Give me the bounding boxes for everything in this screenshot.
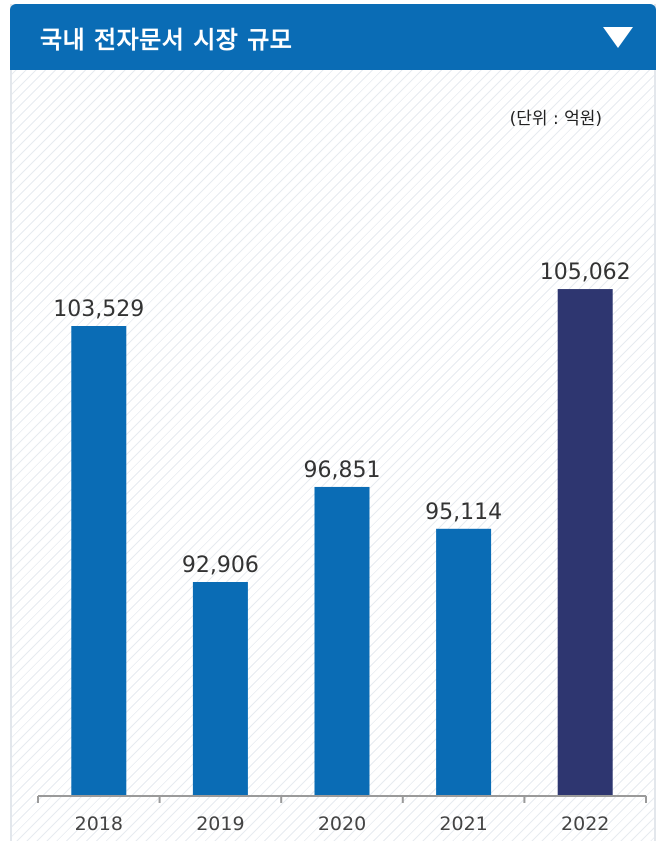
value-label-2020: 96,851: [304, 458, 381, 483]
bar-2019: [192, 582, 248, 796]
x-tick-label-2018: 2018: [75, 813, 123, 835]
x-tick-label-2022: 2022: [561, 813, 609, 835]
value-label-2022: 105,062: [540, 260, 631, 285]
value-label-2018: 103,529: [53, 297, 144, 322]
value-label-2019: 92,906: [182, 553, 259, 578]
page-title: 국내 전자문서 시장 규모: [40, 25, 293, 54]
chart-header: 국내 전자문서 시장 규모: [10, 4, 656, 70]
triangle-down-icon: [603, 27, 633, 48]
x-tick-label-2020: 2020: [318, 813, 366, 835]
value-label-2021: 95,114: [425, 500, 502, 525]
x-tick-label-2019: 2019: [196, 813, 244, 835]
bar-2022: [557, 289, 613, 796]
bar-2021: [436, 528, 492, 796]
collapse-toggle-button[interactable]: [598, 17, 638, 57]
bar-2018: [71, 326, 127, 796]
x-tick-label-2021: 2021: [439, 813, 487, 835]
unit-label: (단위 : 억원): [509, 109, 602, 129]
bar-2020: [314, 486, 370, 796]
